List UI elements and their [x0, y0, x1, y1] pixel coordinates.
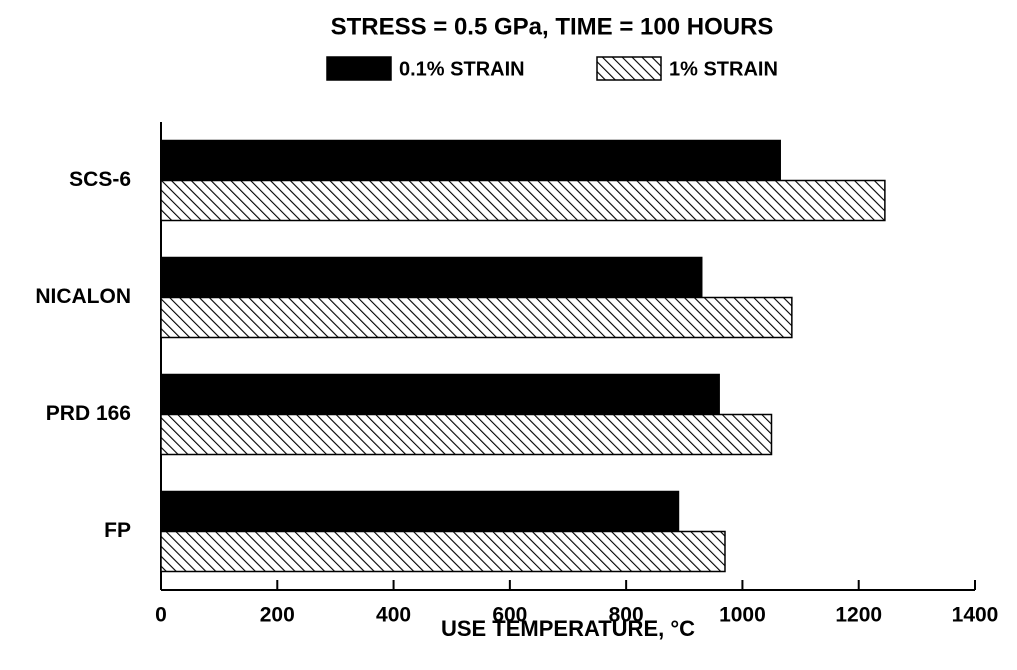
y-tick-label: FP — [104, 519, 131, 542]
x-tick-label: 0 — [155, 604, 167, 627]
bar — [160, 256, 703, 299]
y-tick-label: SCS-6 — [69, 168, 131, 191]
x-axis-label: USE TEMPERATURE, °C — [441, 616, 695, 641]
legend-label: 0.1% STRAIN — [399, 58, 525, 80]
x-tick-label: 200 — [260, 604, 295, 627]
y-tick-label: PRD 166 — [46, 402, 131, 425]
bar — [160, 490, 680, 533]
x-tick-label: 1200 — [835, 604, 882, 627]
bar — [160, 413, 773, 456]
x-tick-label: 400 — [376, 604, 411, 627]
legend-swatch — [326, 56, 392, 81]
x-tick-label: 800 — [609, 604, 644, 627]
legend-swatch — [596, 56, 662, 81]
bar — [160, 373, 720, 416]
bar — [160, 179, 886, 222]
bar — [160, 296, 793, 339]
legend-label: 1% STRAIN — [669, 58, 778, 80]
chart-title: STRESS = 0.5 GPa, TIME = 100 HOURS — [331, 13, 774, 40]
bar — [160, 530, 726, 573]
x-tick-label: 1000 — [719, 604, 766, 627]
bar — [160, 139, 781, 182]
x-tick-label: 600 — [492, 604, 527, 627]
y-tick-label: NICALON — [35, 285, 131, 308]
x-tick-label: 1400 — [952, 604, 999, 627]
